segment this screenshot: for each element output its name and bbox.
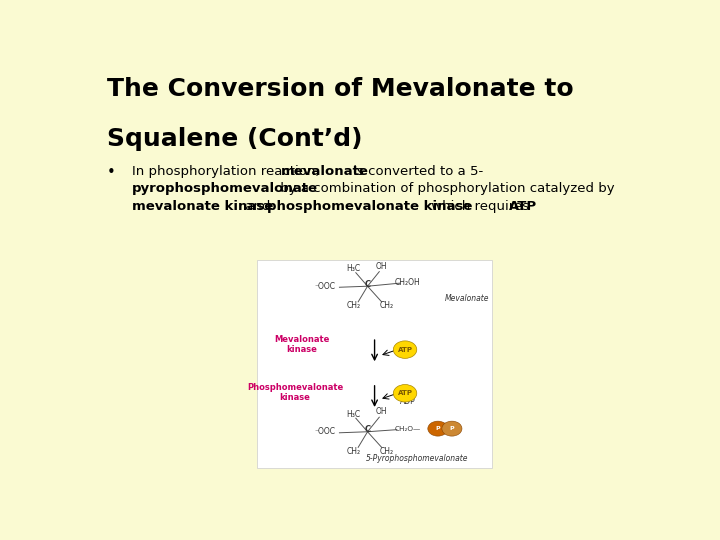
Text: ATP: ATP xyxy=(509,199,537,213)
Text: mevalonate kinase: mevalonate kinase xyxy=(132,199,273,213)
Circle shape xyxy=(393,384,417,402)
Circle shape xyxy=(442,421,462,436)
Circle shape xyxy=(428,421,448,436)
Text: CH₂: CH₂ xyxy=(346,447,361,456)
Text: C: C xyxy=(364,280,371,289)
Circle shape xyxy=(393,341,417,359)
Text: •: • xyxy=(107,165,115,180)
Text: ADP: ADP xyxy=(400,349,416,358)
Text: ADP: ADP xyxy=(400,397,416,406)
Text: 5-Pyrophosphomevalonate: 5-Pyrophosphomevalonate xyxy=(366,454,468,463)
Text: The Conversion of Mevalonate to: The Conversion of Mevalonate to xyxy=(107,77,573,102)
Text: ⁻OOC: ⁻OOC xyxy=(315,282,336,291)
Text: CH₂O—: CH₂O— xyxy=(395,426,420,431)
Text: CH₂: CH₂ xyxy=(346,301,361,310)
Text: by a combination of phosphorylation catalyzed by: by a combination of phosphorylation cata… xyxy=(276,182,615,195)
Text: In phosphorylation reaction,: In phosphorylation reaction, xyxy=(132,165,323,178)
Text: H₃C: H₃C xyxy=(346,409,361,418)
Text: P: P xyxy=(436,426,440,431)
Text: mevalonate: mevalonate xyxy=(281,165,369,178)
Text: H₃C: H₃C xyxy=(346,264,361,273)
Text: CH₂: CH₂ xyxy=(379,301,393,310)
Text: is converted to a 5-: is converted to a 5- xyxy=(348,165,483,178)
FancyBboxPatch shape xyxy=(258,260,492,468)
Text: Squalene (Cont’d): Squalene (Cont’d) xyxy=(107,127,362,151)
Text: CH₂: CH₂ xyxy=(379,447,393,456)
Text: phosphomevalonate kinase: phosphomevalonate kinase xyxy=(267,199,473,213)
Text: ⁻OOC: ⁻OOC xyxy=(315,427,336,436)
Text: ATP: ATP xyxy=(397,347,413,353)
Text: C: C xyxy=(364,425,371,434)
Text: CH₂OH: CH₂OH xyxy=(395,278,420,287)
Text: and: and xyxy=(241,199,275,213)
Text: OH: OH xyxy=(376,408,387,416)
Text: Mevalonate
kinase: Mevalonate kinase xyxy=(274,335,330,354)
Text: pyrophosphomevalonate: pyrophosphomevalonate xyxy=(132,182,318,195)
Text: ATP: ATP xyxy=(397,390,413,396)
Text: OH: OH xyxy=(376,262,387,271)
Text: Phosphomevalonate
kinase: Phosphomevalonate kinase xyxy=(247,382,343,402)
Text: which requires: which requires xyxy=(426,199,533,213)
Text: Mevalonate: Mevalonate xyxy=(445,294,490,303)
Text: P: P xyxy=(449,426,454,431)
